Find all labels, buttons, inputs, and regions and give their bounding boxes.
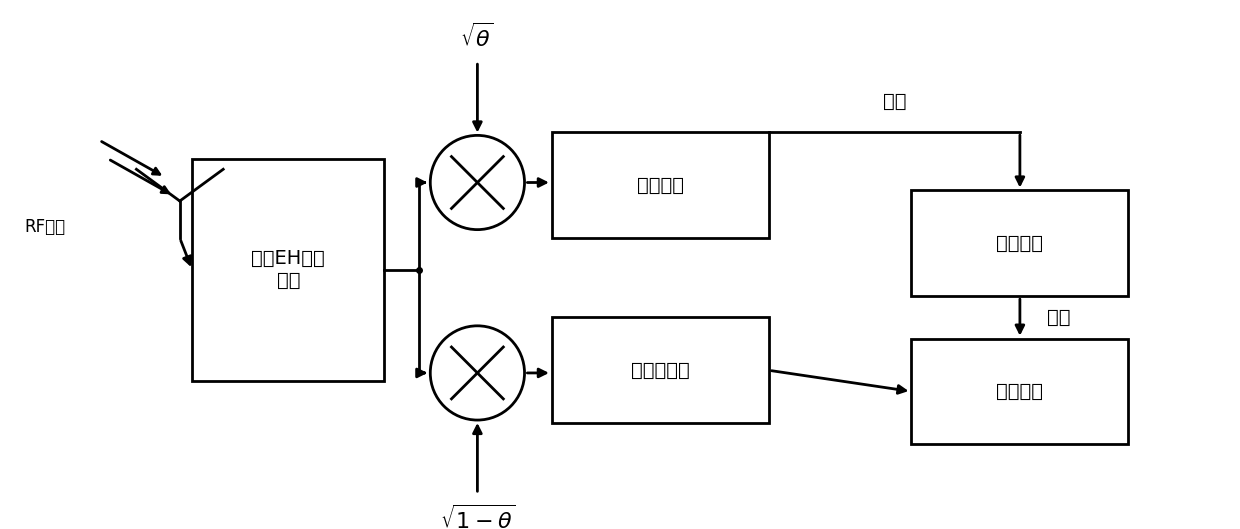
Text: 专属EH中继
节点: 专属EH中继 节点	[252, 249, 325, 290]
Bar	[552, 317, 769, 423]
Bar	[552, 132, 769, 238]
Bar	[911, 339, 1128, 444]
Text: 充电: 充电	[883, 92, 906, 111]
Bar	[911, 190, 1128, 296]
Text: 能量收集: 能量收集	[637, 176, 683, 195]
Text: $\sqrt{1-\theta}$: $\sqrt{1-\theta}$	[440, 505, 515, 529]
Text: 解码和编码: 解码和编码	[631, 361, 689, 380]
Text: $\sqrt{\theta}$: $\sqrt{\theta}$	[460, 22, 495, 51]
Ellipse shape	[430, 135, 525, 230]
Text: RF信号: RF信号	[25, 218, 66, 236]
Ellipse shape	[430, 326, 525, 420]
Text: 供给: 供给	[1047, 308, 1070, 327]
Text: 信息转发: 信息转发	[997, 382, 1043, 401]
Text: 储能装置: 储能装置	[997, 234, 1043, 253]
Bar	[192, 159, 384, 381]
